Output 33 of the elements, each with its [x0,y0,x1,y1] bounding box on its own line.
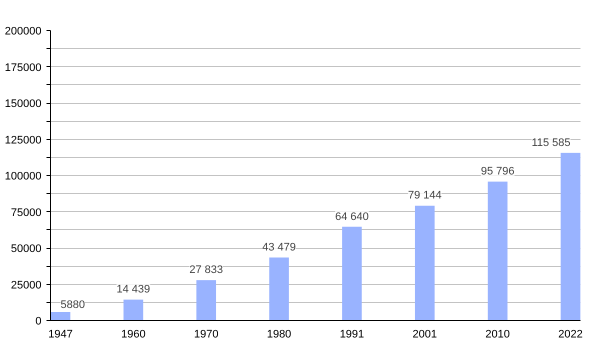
x-tick-label: 1970 [194,328,218,340]
bar [269,257,289,320]
x-tick-label: 2010 [485,328,510,340]
y-tick-label: 150000 [4,98,42,110]
data-label: 79 144 [408,190,442,202]
data-label: 43 479 [262,241,296,254]
y-tick-label: 50000 [10,243,42,255]
data-label: 14 439 [116,284,150,296]
bar [50,312,70,320]
y-tick-label: 200000 [4,26,42,38]
x-tick-label: 1991 [340,328,364,340]
data-label: 115 585 [532,136,571,149]
bar [196,280,216,320]
x-tick-label: 2022 [558,328,583,340]
x-tick-label: 1980 [266,328,292,340]
y-tick-label: 0 [35,316,42,328]
data-label: 27 833 [189,264,224,276]
data-label: 5880 [60,298,85,311]
y-tick-label: 25000 [10,279,42,292]
bar [488,182,508,320]
x-tick-label: 1947 [48,328,73,340]
y-tick-label: 175000 [4,62,42,74]
bar [124,300,144,320]
data-label: 64 640 [335,210,369,223]
y-tick-label: 125000 [4,134,42,146]
bar [342,226,362,320]
x-tick-label: 2001 [412,328,438,340]
y-tick-label: 100000 [4,170,42,182]
data-label: 95 796 [480,166,514,178]
x-tick-label: 1960 [121,328,146,340]
y-tick-label: 75000 [10,206,42,219]
bar [414,206,435,320]
bar [560,152,580,320]
